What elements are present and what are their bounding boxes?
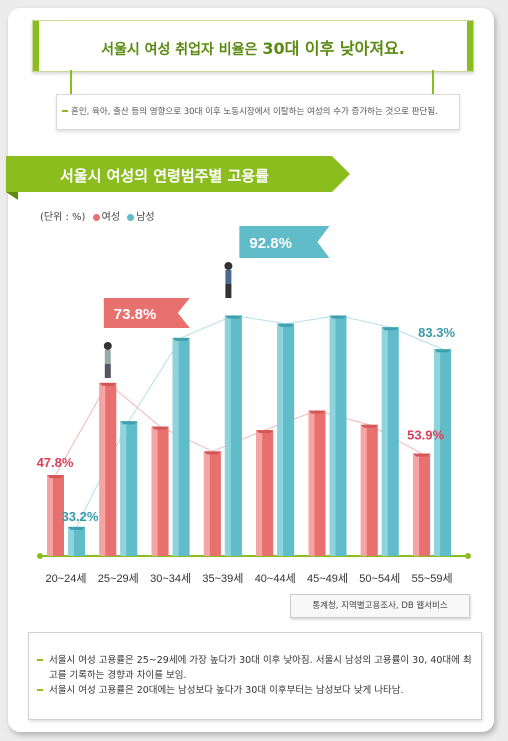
- male-bar-highlight: [224, 315, 231, 556]
- female-bar-cap: [203, 451, 221, 455]
- x-tick-label: 30~34세: [150, 572, 191, 585]
- female-peak-flag: [103, 298, 190, 328]
- section-banner-tip: [332, 156, 350, 192]
- x-tick-label: 25~29세: [98, 572, 139, 585]
- female-bar-cap: [47, 475, 64, 479]
- x-tick-label: 45~49세: [307, 572, 348, 585]
- male-bar-highlight: [381, 327, 388, 556]
- female-bar-highlight: [99, 382, 106, 556]
- female-legend-dot: [92, 213, 100, 221]
- male-bar-highlight: [68, 526, 74, 556]
- person-body-male: [225, 270, 232, 284]
- person-legs: [104, 364, 111, 378]
- person-body: [104, 350, 111, 364]
- headline-box: 서울시 여성 취업자 비율은 30대 이후 낮아져요.: [32, 20, 474, 72]
- section-title: 서울시 여성의 연령범주별 고용률: [60, 167, 269, 185]
- male-bar-highlight: [434, 349, 441, 556]
- notes-box: 서울시 여성 고용률은 25~29세에 가장 높다가 30대 이후 낮아짐. 서…: [28, 632, 482, 720]
- section-banner: [6, 156, 332, 192]
- male-peak-flag: [239, 226, 330, 258]
- subnote-dash: [62, 110, 68, 112]
- headline-prefix: 서울시 여성 취업자 비율은: [101, 42, 263, 58]
- legend-female: 여성: [101, 212, 121, 223]
- note-dash-1: [37, 659, 43, 661]
- male-peak-flag-label: 92.8%: [249, 235, 292, 252]
- male-bar-cap: [172, 337, 190, 341]
- section-banner-fold: [6, 192, 18, 200]
- female-bar-cap: [99, 382, 117, 386]
- female-bar-highlight: [308, 410, 315, 556]
- male-bar-cap: [381, 327, 399, 331]
- employment-chart: 73.8% 92.8% 20~24세 25~29세 30~34세 35~39세 40~44…: [37, 226, 471, 585]
- male-bar-cap: [277, 323, 295, 327]
- female-first-value-label: 47.8%: [37, 455, 74, 470]
- headline-bold: 30대 이후 낮아져요.: [262, 39, 405, 58]
- female-last-value-label: 53.9%: [407, 428, 444, 443]
- male-first-value-label: 33.2%: [62, 509, 99, 524]
- male-last-value-label: 83.3%: [418, 325, 455, 340]
- female-bar-cap: [360, 424, 378, 428]
- female-bar-highlight: [256, 430, 263, 556]
- male-bar-cap: [329, 315, 347, 319]
- female-bar-cap: [413, 453, 431, 457]
- legend-male: 남성: [136, 212, 155, 223]
- person-head: [103, 342, 112, 350]
- x-tick-label: 20~24세: [45, 572, 86, 585]
- male-bar-cap: [434, 349, 452, 353]
- headline: 서울시 여성 취업자 비율은 30대 이후 낮아져요.: [33, 35, 473, 59]
- female-bar-cap: [256, 430, 274, 434]
- male-trend-line: [76, 315, 443, 528]
- x-tick-label: 55~59세: [412, 572, 453, 585]
- headline-accent-left: [33, 21, 39, 71]
- note-1: 서울시 여성 고용률은 25~29세에 가장 높다가 30대 이후 낮아짐. 서…: [49, 655, 472, 681]
- female-bar-cap: [308, 410, 326, 414]
- female-bar-highlight: [203, 451, 210, 556]
- male-bar-highlight: [172, 337, 179, 556]
- legend: (단위 : %) 여성 남성: [40, 208, 155, 223]
- x-tick-label: 40~44세: [255, 572, 296, 585]
- unit-label: (단위 : %): [40, 212, 86, 223]
- x-axis-dot-right: [465, 553, 471, 559]
- male-bar-cap: [120, 421, 138, 425]
- female-bar-highlight: [360, 424, 367, 556]
- male-bar-cap: [224, 315, 242, 319]
- note-dash-2: [37, 689, 43, 691]
- x-axis-dot-left: [37, 553, 43, 559]
- headline-accent-right: [467, 21, 473, 71]
- male-bar-highlight: [120, 421, 127, 556]
- subnote-box: 혼인, 육아, 출산 등의 영향으로 30대 이후 노동시장에서 이탈하는 여성…: [56, 94, 460, 130]
- female-bar-highlight: [151, 426, 158, 556]
- x-tick-label: 50~54세: [359, 572, 400, 585]
- male-bar-highlight: [277, 323, 284, 556]
- female-bar-highlight: [47, 475, 53, 556]
- male-bar-highlight: [329, 315, 336, 556]
- female-peak-flag-label: 73.8%: [114, 306, 157, 323]
- note-2: 서울시 여성 고용률은 20대에는 남성보다 높다가 30대 이후부터는 남성보…: [49, 685, 404, 696]
- x-tick-label: 35~39세: [202, 572, 243, 585]
- subnote-text: 혼인, 육아, 출산 등의 영향으로 30대 이후 노동시장에서 이탈하는 여성…: [71, 107, 438, 117]
- source-label: 통계청, 지역별고용조사, DB 웹서비스: [290, 594, 470, 618]
- person-head-male: [224, 262, 233, 270]
- connector-pin-right: [432, 70, 434, 98]
- person-legs-male: [225, 284, 232, 298]
- female-bar-cap: [151, 426, 169, 430]
- connector-pin-left: [70, 70, 72, 98]
- male-legend-dot: [127, 213, 135, 221]
- female-bar-highlight: [413, 453, 420, 556]
- male-bar-cap: [68, 526, 85, 530]
